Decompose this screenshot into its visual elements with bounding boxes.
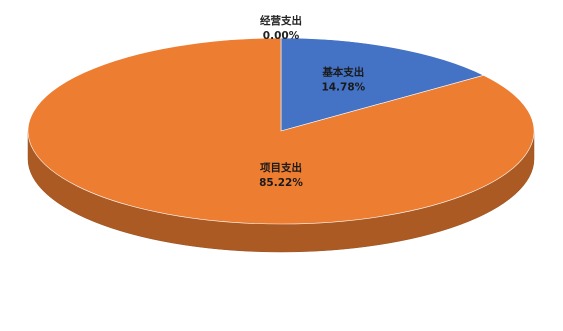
pie-top-faces <box>28 38 534 224</box>
slice-name-label-2: 项目支出 <box>260 161 302 174</box>
slice-name-label-0: 经营支出 <box>260 14 302 27</box>
slice-percent-label-2: 85.22% <box>259 177 303 189</box>
slice-name-label-1: 基本支出 <box>321 65 364 78</box>
slice-percent-label-1: 14.78% <box>321 81 365 93</box>
slice-percent-label-0: 0.00% <box>263 30 300 42</box>
